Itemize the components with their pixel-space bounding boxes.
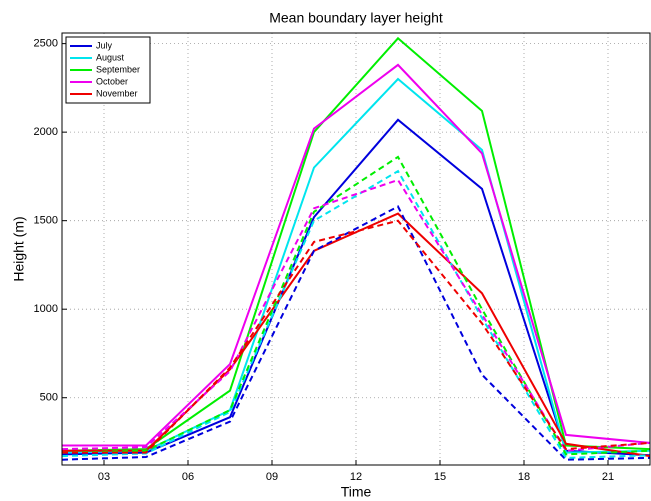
legend-label: November xyxy=(96,88,138,98)
y-tick-label: 1000 xyxy=(34,303,58,315)
x-tick-label: 06 xyxy=(182,471,194,483)
line xyxy=(61,118,651,457)
y-tick-label: 2500 xyxy=(34,38,58,50)
x-tick-label: 03 xyxy=(98,471,110,483)
line xyxy=(61,77,651,454)
line xyxy=(61,169,651,459)
line xyxy=(61,178,651,452)
x-tick-label: 09 xyxy=(266,471,278,483)
line xyxy=(62,219,651,454)
legend-label: October xyxy=(96,76,128,86)
y-tick-label: 1500 xyxy=(34,215,58,227)
legend-label: August xyxy=(96,52,125,62)
x-axis-label: Time xyxy=(341,484,372,500)
line xyxy=(61,205,651,461)
line xyxy=(62,63,651,447)
x-tick-label: 18 xyxy=(518,471,530,483)
legend-label: September xyxy=(96,64,140,74)
y-tick-label: 2000 xyxy=(34,126,58,138)
plot-frame xyxy=(61,32,651,466)
y-tick-label: 500 xyxy=(40,392,58,404)
chart-title: Mean boundary layer height xyxy=(269,10,443,26)
x-tick-label: 21 xyxy=(602,471,614,483)
legend-label: July xyxy=(96,40,113,50)
x-tick-label: 15 xyxy=(434,471,446,483)
line xyxy=(61,155,651,456)
y-axis-label: Height (m) xyxy=(11,216,27,281)
x-tick-label: 12 xyxy=(350,471,362,483)
